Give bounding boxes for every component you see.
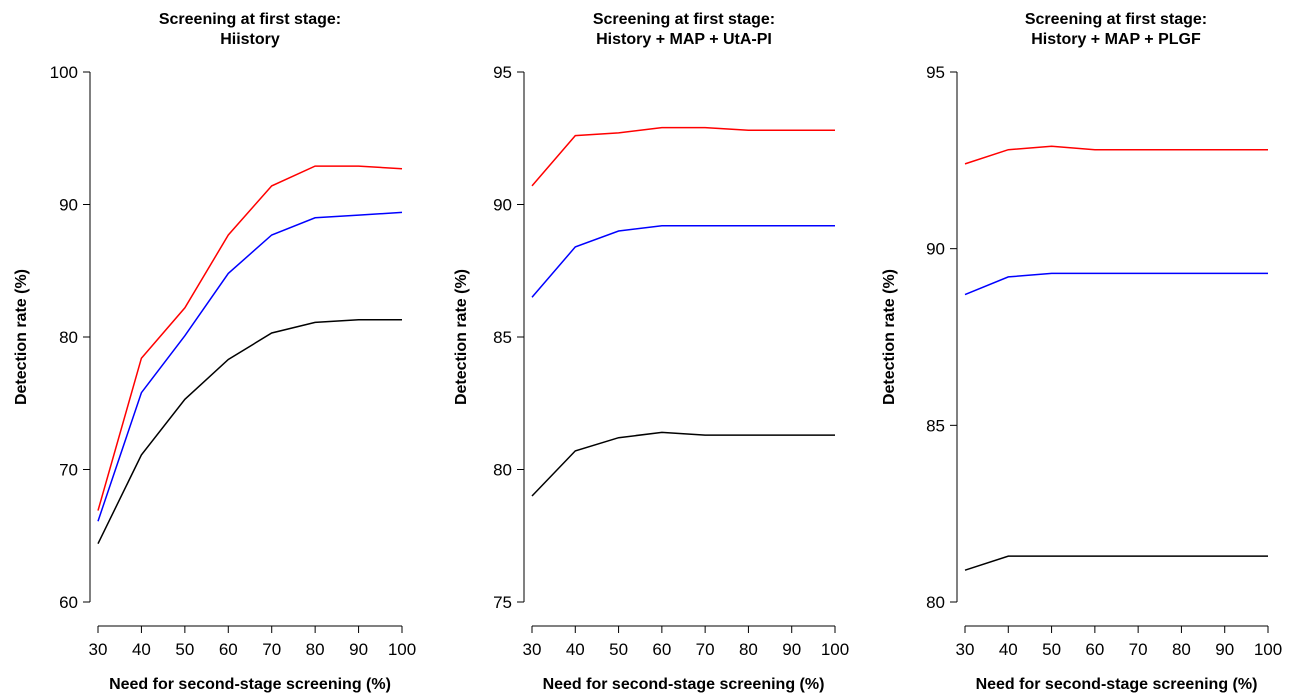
x-tick-label: 100: [388, 640, 416, 659]
x-tick-label: 60: [219, 640, 238, 659]
chart-title-line: Hiistory: [220, 31, 280, 48]
x-axis-label: Need for second-stage screening (%): [109, 676, 391, 693]
x-tick-label: 50: [1042, 640, 1061, 659]
series-line: [97, 211, 403, 522]
y-axis-label: Detection rate (%): [13, 269, 30, 405]
x-tick-label: 70: [696, 640, 715, 659]
x-tick-label: 90: [782, 640, 801, 659]
y-tick-label: 70: [59, 461, 78, 480]
x-tick-label: 30: [89, 640, 108, 659]
x-tick-label: 40: [999, 640, 1018, 659]
series-line: [964, 555, 1268, 571]
series-line: [964, 272, 1268, 296]
y-axis-label: Detection rate (%): [453, 269, 470, 405]
y-tick-label: 85: [493, 328, 512, 347]
series-line: [531, 126, 835, 187]
panel-history-map-uta-pi: Screening at first stage: History + MAP +…: [453, 11, 849, 693]
x-tick-label: 60: [652, 640, 671, 659]
y-tick-label: 100: [50, 63, 78, 82]
series-line: [531, 224, 835, 298]
chart-title-line: Screening at first stage:: [1025, 11, 1207, 28]
series-line: [531, 431, 835, 497]
x-tick-label: 100: [1254, 640, 1282, 659]
panel-history-map-plgf: Screening at first stage: History + MAP +…: [881, 11, 1282, 693]
x-tick-label: 70: [262, 640, 281, 659]
y-tick-label: 90: [493, 196, 512, 215]
x-tick-label: 80: [306, 640, 325, 659]
x-tick-label: 90: [1215, 640, 1234, 659]
y-tick-label: 90: [926, 240, 945, 259]
y-tick-label: 95: [493, 63, 512, 82]
chart-title-line: Screening at first stage:: [593, 11, 775, 28]
series-line: [97, 319, 402, 545]
panel-history: Screening at first stage: Hiistory 30 40 50 6…: [13, 11, 416, 693]
chart-title-line: History + MAP + PLGF: [1031, 31, 1201, 48]
x-axis-label: Need for second-stage screening (%): [543, 676, 825, 693]
y-tick-label: 75: [493, 593, 512, 612]
y-tick-label: 80: [493, 461, 512, 480]
x-tick-label: 80: [739, 640, 758, 659]
y-tick-label: 90: [59, 196, 78, 215]
x-tick-label: 30: [523, 640, 542, 659]
y-tick-label: 80: [926, 593, 945, 612]
x-tick-label: 70: [1129, 640, 1148, 659]
y-tick-label: 60: [59, 593, 78, 612]
series-line: [964, 145, 1268, 165]
x-tick-label: 40: [132, 640, 151, 659]
x-tick-label: 90: [349, 640, 368, 659]
y-tick-label: 95: [926, 63, 945, 82]
x-tick-label: 50: [175, 640, 194, 659]
x-tick-label: 80: [1172, 640, 1191, 659]
chart-title-line: History + MAP + UtA-PI: [596, 31, 772, 48]
x-tick-label: 60: [1085, 640, 1104, 659]
series-line: [97, 165, 403, 511]
y-axis-label: Detection rate (%): [881, 269, 898, 405]
x-tick-label: 100: [821, 640, 849, 659]
y-tick-label: 80: [59, 328, 78, 347]
y-tick-label: 85: [926, 416, 945, 435]
x-tick-label: 50: [609, 640, 628, 659]
x-tick-label: 30: [956, 640, 975, 659]
x-tick-label: 40: [566, 640, 585, 659]
x-axis-label: Need for second-stage screening (%): [976, 676, 1258, 693]
chart-title-line: Screening at first stage:: [159, 11, 341, 28]
